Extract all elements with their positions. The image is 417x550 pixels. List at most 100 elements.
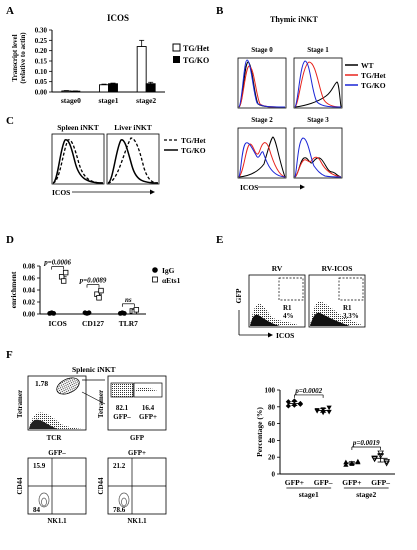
quad-ylabel-cd44-2: CD44 <box>97 477 105 495</box>
chart-d-ytick-label: 0.06 <box>23 275 36 283</box>
legend-label-c-tgko: TG/KO <box>181 146 206 155</box>
panel-b-legend: WT TG/Het TG/KO <box>345 61 386 90</box>
chart-f-point <box>377 450 384 457</box>
chart-a-bar <box>61 90 72 93</box>
chart-a-xtick-label: stage2 <box>136 96 156 105</box>
panel-letter-c: C <box>6 115 14 127</box>
legend-label-aets1: αEts1 <box>162 276 181 285</box>
chart-f-point <box>343 459 349 465</box>
flow-gfpneg-value: 82.1 <box>116 404 129 412</box>
flow-gate-rvicos <box>338 277 364 301</box>
chart-d-point-aets1 <box>96 295 102 301</box>
chart-f-point <box>371 455 378 462</box>
chart-d-point-aets1 <box>60 278 67 284</box>
chart-d-pvalue: p=0.0006 <box>43 259 71 267</box>
panel-d-scatter: enrichment 0.00 0.02 0.04 0.06 0.08 ICOS CD127… <box>9 259 181 328</box>
hist-frame-spleen <box>51 133 105 185</box>
chart-f-point <box>314 409 320 414</box>
panel-b-title: Thymic iNKT <box>270 15 318 24</box>
panel-c-histograms: Spleen iNKT Liver iNKT TG/Het TG/KO ICOS <box>51 123 206 197</box>
panel-c-title-spleen: Spleen iNKT <box>57 123 98 132</box>
chart-d-ytick-label: 0.08 <box>23 263 36 271</box>
flow-gfppos-label: GFP+ <box>139 413 157 421</box>
flow-cloud-tcr-dense <box>29 419 58 429</box>
legend-label-tgko: TG/KO <box>361 81 386 90</box>
flow-gate-arrow-line2 <box>81 391 106 405</box>
hist-stage0-tgko <box>238 59 286 108</box>
chart-a-ytick-label: 0.25 <box>35 37 48 45</box>
legend-label-c-tghet: TG/Het <box>181 136 206 145</box>
panel-c-xarrow-head <box>150 189 155 195</box>
chart-d-point-igg <box>86 310 92 316</box>
panel-f: Splenic iNKT 1.78 Tetramer TCR 82.1 GFP–… <box>16 365 395 525</box>
chart-a-legend: TG/Het TG/KO <box>172 43 210 65</box>
quad-contour-gfpneg-inner <box>41 497 47 507</box>
panel-letter-b: B <box>216 5 224 17</box>
legend-marker-aets1 <box>152 276 158 283</box>
flow-gfppos-value: 16.4 <box>142 404 155 412</box>
chart-f-point <box>349 460 355 466</box>
chart-f-point <box>371 456 378 463</box>
chart-f-point <box>291 402 297 408</box>
hist-stage2-tgko <box>238 142 286 178</box>
legend-label-tg-ko: TG/KO <box>183 56 209 65</box>
quad-title-gfpneg: GFP– <box>48 449 66 457</box>
panel-letter-a: A <box>6 5 14 17</box>
chart-a-ytick-label: 0.15 <box>35 58 48 66</box>
hist-frame-liver <box>106 133 160 185</box>
chart-d-ytick-label: 0.04 <box>23 287 36 295</box>
hist-title-stage1: Stage 1 <box>307 46 329 54</box>
panel-b-xarrow-head <box>300 184 305 190</box>
chart-d-point-aets1 <box>133 307 140 313</box>
quad-xlabel-nk11-2: NK1.1 <box>127 517 147 525</box>
legend-marker-igg <box>152 267 158 273</box>
hist-title-stage0: Stage 0 <box>251 46 273 54</box>
chart-f-pvalue: p=0.0019 <box>352 439 380 447</box>
quad-gfppos-bottom: 78.6 <box>113 506 126 514</box>
chart-d-legend: IgG αEts1 <box>152 266 181 285</box>
hist-frame-stage2 <box>237 127 287 179</box>
chart-f-point <box>297 401 303 407</box>
chart-a-bar <box>145 83 156 93</box>
panel-f-title: Splenic iNKT <box>72 365 116 374</box>
hist-stage0-tghet <box>238 65 286 108</box>
chart-f-xtick-label: GFP+ <box>342 478 361 487</box>
hist-spleen-tgko <box>52 139 104 184</box>
chart-f-xtick-label: GFP– <box>371 478 390 487</box>
chart-a-xtick-label: stage1 <box>99 96 119 105</box>
panel-letter-f: F <box>6 349 13 361</box>
chart-f-ytick-label: 60 <box>268 420 276 428</box>
chart-f-point <box>326 409 332 415</box>
chart-f-point <box>285 403 291 409</box>
hist-stage3-wt <box>294 157 342 178</box>
chart-a-bar <box>99 84 109 93</box>
hist-stage3-tgko <box>294 137 342 178</box>
chart-f-point <box>355 459 361 465</box>
quad-ylabel-cd44: CD44 <box>16 477 24 495</box>
chart-f-xtick-label: GFP+ <box>285 478 304 487</box>
chart-f-point <box>285 399 291 405</box>
chart-d-pvalue: p=0.0089 <box>79 277 107 285</box>
chart-d-point-aets1 <box>98 287 104 294</box>
chart-a-ylabel-1: Transcript level <box>11 34 19 81</box>
quad-title-gfppos: GFP+ <box>128 449 146 457</box>
chart-f-ytick-label: 80 <box>268 403 276 411</box>
hist-stage1-tgko <box>294 60 342 108</box>
hist-stage0-wt <box>238 61 286 108</box>
flow-gate-rv <box>278 277 304 301</box>
hist-stage1-wt <box>294 81 342 108</box>
hist-spleen-tghet <box>52 139 104 184</box>
hist-frame-stage0 <box>237 57 287 109</box>
hist-title-stage2: Stage 2 <box>251 116 273 124</box>
flow-cloud-gfppos <box>134 387 158 392</box>
panel-b-xlabel: ICOS <box>240 183 258 192</box>
quad-gfpneg-bottom: 84 <box>33 506 41 514</box>
chart-f-point <box>320 407 326 412</box>
legend-swatch-tg-ko <box>173 56 180 63</box>
chart-f-pvalue: p=0.0002 <box>294 387 322 395</box>
chart-f-point <box>291 398 297 404</box>
panel-e-xlabel: ICOS <box>276 331 294 340</box>
chart-f-point <box>383 460 390 467</box>
panel-a-bar-chart: ICOS Transcript level (relative to actin… <box>11 13 210 105</box>
chart-d-point-igg <box>51 311 57 316</box>
